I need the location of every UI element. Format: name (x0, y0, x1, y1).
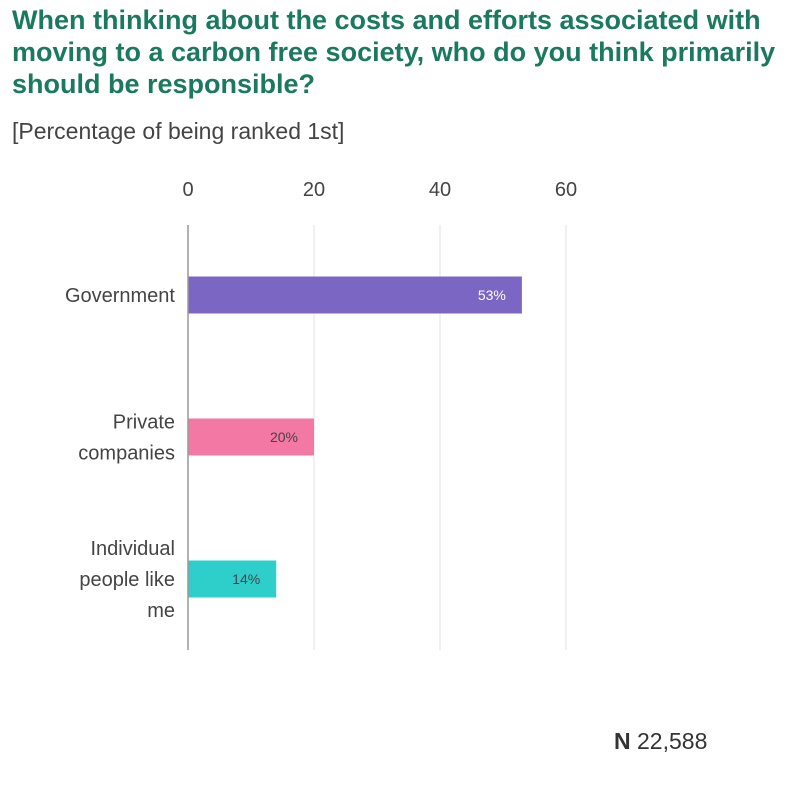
category-label-line: Individual (90, 538, 175, 560)
sample-size-value: 22,588 (637, 728, 708, 754)
category-label-line: people like (79, 569, 175, 591)
data-label: 53% (478, 287, 506, 303)
x-tick-label: 20 (303, 179, 325, 201)
category-label-line: Government (65, 285, 175, 307)
sample-size-prefix: N (614, 728, 631, 754)
category-label-line: companies (78, 443, 175, 465)
category-label: Individual people like me (79, 538, 175, 622)
chart-subtitle: [Percentage of being ranked 1st] (12, 118, 345, 144)
category-label: Private companies (78, 412, 175, 465)
bar (188, 560, 277, 598)
data-label: 20% (270, 429, 298, 445)
bar-chart: 0 20 40 60 53% 20% 14% Government Private compa… (65, 179, 577, 650)
category-label-line: me (147, 600, 175, 622)
bar (188, 276, 522, 314)
category-label-line: Private (113, 412, 175, 434)
x-tick-label: 0 (182, 179, 193, 201)
category-labels: Government Private companies Individual peop… (65, 285, 175, 622)
sample-size: N 22,588 (614, 728, 707, 755)
data-label: 14% (232, 571, 260, 587)
bar (188, 418, 314, 456)
bars: 53% 20% 14% (188, 276, 522, 598)
x-tick-label: 60 (555, 179, 577, 201)
x-axis-ticks: 0 20 40 60 (182, 179, 577, 201)
chart-title: When thinking about the costs and effort… (12, 5, 776, 99)
category-label: Government (65, 285, 175, 307)
x-tick-label: 40 (429, 179, 451, 201)
